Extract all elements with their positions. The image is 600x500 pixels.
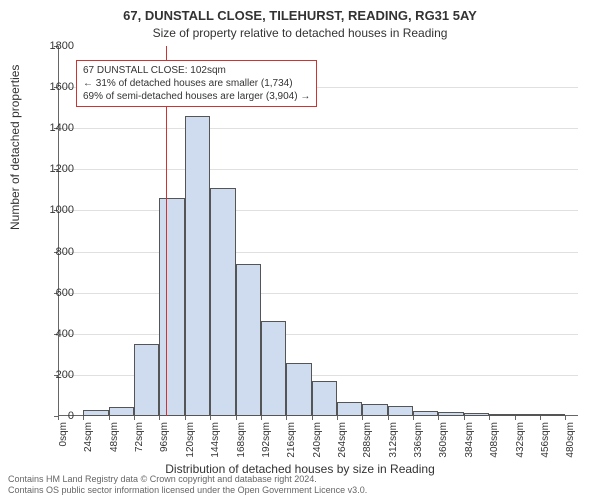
y-axis-label: Number of detached properties bbox=[8, 65, 22, 230]
xtick-mark bbox=[286, 416, 287, 420]
chart-title-address: 67, DUNSTALL CLOSE, TILEHURST, READING, … bbox=[0, 8, 600, 23]
annotation-line3: 69% of semi-detached houses are larger (… bbox=[83, 90, 310, 103]
xtick-mark bbox=[210, 416, 211, 420]
xtick-mark bbox=[464, 416, 465, 420]
gridline bbox=[58, 252, 578, 253]
xtick-label: 120sqm bbox=[185, 422, 196, 462]
ytick-label: 1400 bbox=[34, 122, 74, 134]
footer-line1: Contains HM Land Registry data © Crown c… bbox=[8, 474, 592, 485]
xtick-mark bbox=[362, 416, 363, 420]
xtick-mark bbox=[540, 416, 541, 420]
gridline bbox=[58, 128, 578, 129]
histogram-bar bbox=[236, 264, 261, 416]
histogram-bar bbox=[413, 411, 438, 416]
histogram-bar bbox=[540, 414, 565, 416]
xtick-label: 192sqm bbox=[261, 422, 272, 462]
xtick-label: 0sqm bbox=[58, 422, 69, 462]
xtick-mark bbox=[83, 416, 84, 420]
xtick-mark bbox=[337, 416, 338, 420]
xtick-mark bbox=[261, 416, 262, 420]
ytick-label: 1000 bbox=[34, 204, 74, 216]
xtick-label: 408sqm bbox=[489, 422, 500, 462]
histogram-bar bbox=[83, 410, 108, 416]
footer-line2: Contains OS public sector information li… bbox=[8, 485, 592, 496]
histogram-bar bbox=[312, 381, 337, 416]
xtick-label: 456sqm bbox=[540, 422, 551, 462]
xtick-label: 480sqm bbox=[565, 422, 576, 462]
ytick-label: 0 bbox=[34, 410, 74, 422]
xtick-mark bbox=[413, 416, 414, 420]
gridline bbox=[58, 334, 578, 335]
xtick-label: 240sqm bbox=[312, 422, 323, 462]
chart-title-desc: Size of property relative to detached ho… bbox=[0, 26, 600, 40]
xtick-label: 288sqm bbox=[362, 422, 373, 462]
xtick-label: 336sqm bbox=[413, 422, 424, 462]
xtick-mark bbox=[109, 416, 110, 420]
histogram-bar bbox=[489, 414, 514, 416]
xtick-label: 144sqm bbox=[210, 422, 221, 462]
ytick-label: 200 bbox=[34, 369, 74, 381]
histogram-bar bbox=[134, 344, 159, 416]
histogram-bar bbox=[109, 407, 134, 416]
histogram-bar bbox=[464, 413, 489, 416]
xtick-label: 48sqm bbox=[109, 422, 120, 462]
footer-attribution: Contains HM Land Registry data © Crown c… bbox=[8, 474, 592, 496]
xtick-label: 72sqm bbox=[134, 422, 145, 462]
xtick-mark bbox=[159, 416, 160, 420]
gridline bbox=[58, 210, 578, 211]
xtick-mark bbox=[388, 416, 389, 420]
histogram-bar bbox=[261, 321, 286, 416]
ytick-label: 400 bbox=[34, 328, 74, 340]
histogram-bar bbox=[337, 402, 362, 416]
xtick-mark bbox=[438, 416, 439, 420]
chart-plot-area: 67 DUNSTALL CLOSE: 102sqm ← 31% of detac… bbox=[58, 46, 578, 416]
xtick-label: 360sqm bbox=[438, 422, 449, 462]
xtick-mark bbox=[312, 416, 313, 420]
histogram-bar bbox=[362, 404, 387, 416]
annotation-box: 67 DUNSTALL CLOSE: 102sqm ← 31% of detac… bbox=[76, 60, 317, 107]
xtick-mark bbox=[489, 416, 490, 420]
xtick-mark bbox=[515, 416, 516, 420]
annotation-line1: 67 DUNSTALL CLOSE: 102sqm bbox=[83, 64, 310, 77]
ytick-label: 1800 bbox=[34, 40, 74, 52]
histogram-bar bbox=[388, 406, 413, 416]
ytick-label: 800 bbox=[34, 246, 74, 258]
xtick-label: 384sqm bbox=[464, 422, 475, 462]
annotation-line2: ← 31% of detached houses are smaller (1,… bbox=[83, 77, 310, 90]
xtick-mark bbox=[134, 416, 135, 420]
xtick-mark bbox=[565, 416, 566, 420]
xtick-label: 24sqm bbox=[83, 422, 94, 462]
gridline bbox=[58, 169, 578, 170]
xtick-label: 96sqm bbox=[159, 422, 170, 462]
xtick-label: 432sqm bbox=[515, 422, 526, 462]
ytick-label: 1200 bbox=[34, 163, 74, 175]
gridline bbox=[58, 293, 578, 294]
histogram-bar bbox=[286, 363, 311, 416]
histogram-bar bbox=[210, 188, 235, 416]
xtick-label: 264sqm bbox=[337, 422, 348, 462]
xtick-mark bbox=[236, 416, 237, 420]
histogram-bar bbox=[159, 198, 184, 416]
xtick-label: 312sqm bbox=[388, 422, 399, 462]
histogram-bar bbox=[515, 414, 540, 416]
histogram-bar bbox=[438, 412, 463, 416]
ytick-label: 1600 bbox=[34, 81, 74, 93]
ytick-label: 600 bbox=[34, 287, 74, 299]
xtick-mark bbox=[185, 416, 186, 420]
xtick-label: 216sqm bbox=[286, 422, 297, 462]
xtick-label: 168sqm bbox=[236, 422, 247, 462]
histogram-bar bbox=[185, 116, 210, 416]
